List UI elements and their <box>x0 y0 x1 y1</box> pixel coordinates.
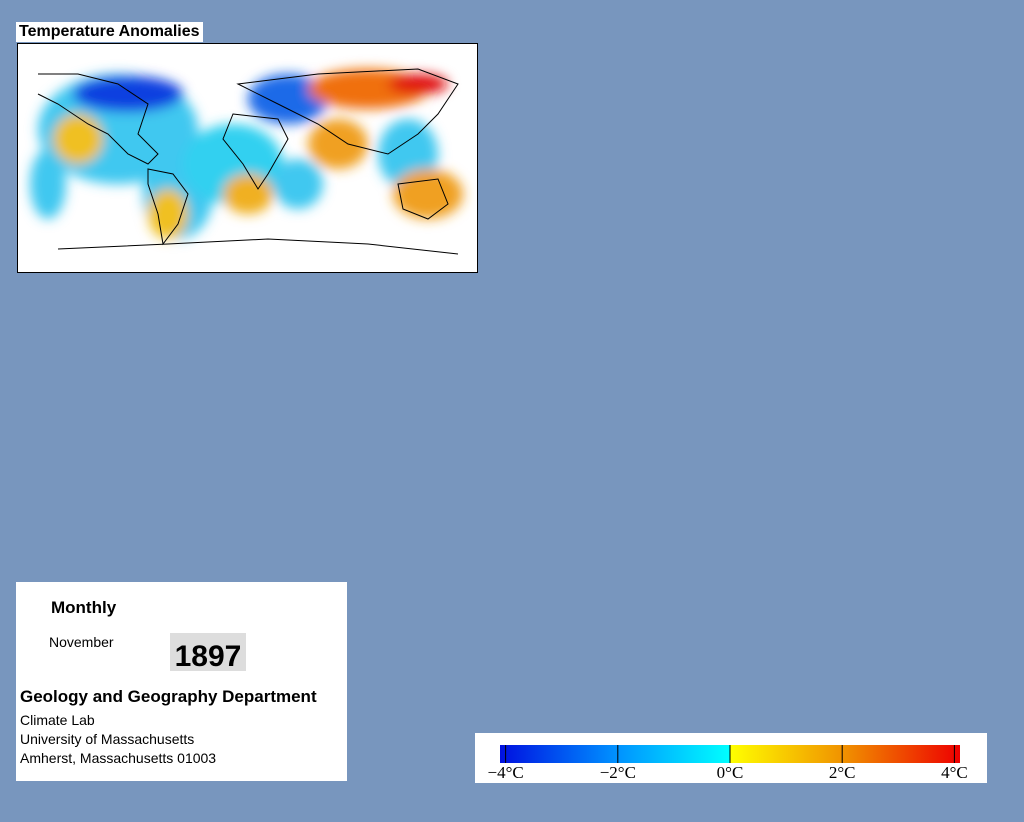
map <box>17 43 478 273</box>
info-panel: Monthly November 1897 Geology and Geogra… <box>16 582 347 781</box>
colorbar-tick-label: −4°C <box>487 763 523 782</box>
colorbar-tick-label: 0°C <box>717 763 744 782</box>
university: University of Massachusetts <box>20 731 195 747</box>
year: 1897 <box>170 633 246 673</box>
lab: Climate Lab <box>20 712 95 728</box>
colorbar-tick-label: 2°C <box>829 763 856 782</box>
title: Temperature Anomalies <box>16 22 203 42</box>
colorbar: −4°C −2°C 0°C 2°C 4°C <box>475 733 987 783</box>
address: Amherst, Massachusetts 01003 <box>20 750 217 766</box>
colorbar-tick-label: 4°C <box>941 763 968 782</box>
period: Monthly <box>51 598 117 617</box>
department: Geology and Geography Department <box>20 687 317 706</box>
month: November <box>49 634 114 650</box>
colorbar-tick-label: −2°C <box>600 763 636 782</box>
